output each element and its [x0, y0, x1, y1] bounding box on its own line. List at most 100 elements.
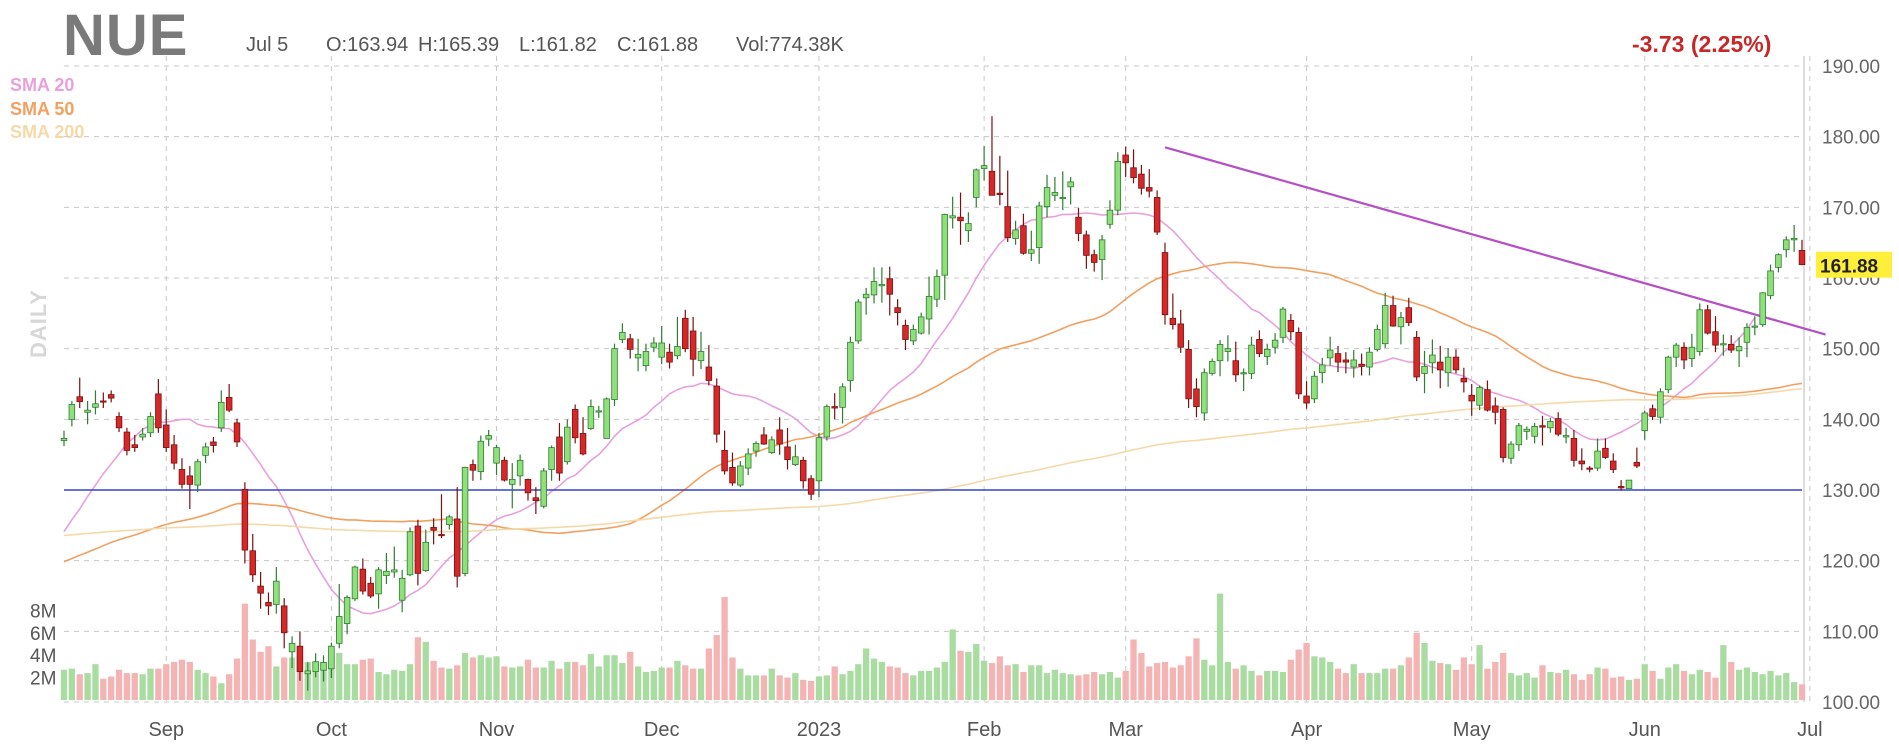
candle	[296, 631, 304, 681]
candle-body	[288, 642, 296, 653]
candle	[1767, 264, 1774, 300]
candle-body	[619, 332, 626, 340]
candle	[1295, 327, 1302, 399]
candle-body	[1169, 317, 1177, 326]
candle	[1680, 342, 1688, 370]
candle	[1437, 345, 1444, 389]
candle	[941, 213, 949, 300]
candle	[674, 316, 681, 360]
volume-bar	[1295, 649, 1302, 700]
candle-body	[1712, 331, 1719, 346]
volume-bar	[1020, 672, 1027, 700]
candle-body	[1444, 356, 1452, 374]
volume-bar	[477, 655, 484, 700]
volume-bar	[603, 655, 610, 700]
candle	[1672, 343, 1680, 368]
volume-bar	[202, 673, 209, 700]
volume-bar	[1279, 672, 1287, 700]
volume-bar	[123, 673, 131, 700]
candle-body	[1185, 348, 1192, 400]
candle-body	[941, 213, 949, 276]
candle	[855, 299, 862, 344]
candle	[682, 309, 689, 353]
candle	[359, 558, 367, 595]
candle-body	[1610, 460, 1617, 470]
candle	[1712, 316, 1719, 353]
candle	[1499, 407, 1507, 463]
volume-bar	[627, 651, 634, 700]
volume-bar	[1562, 669, 1570, 700]
candle-body	[1342, 359, 1350, 363]
candle	[186, 465, 194, 510]
candle-body	[1256, 339, 1263, 355]
candle-body	[1161, 252, 1169, 316]
volume-bar	[1531, 677, 1538, 700]
volume-bar	[1673, 664, 1680, 700]
volume-bar	[1688, 674, 1696, 700]
candle	[1444, 347, 1452, 387]
candle-body	[375, 569, 382, 595]
candle	[784, 427, 791, 470]
candle	[273, 567, 280, 614]
candle-body	[611, 348, 618, 400]
candle	[721, 430, 728, 475]
candle-body	[1586, 467, 1593, 470]
sma20-legend: SMA 20	[10, 75, 75, 95]
volume-bar	[658, 667, 665, 700]
volume-bar	[839, 674, 846, 700]
candle-body	[807, 478, 815, 495]
candle-body	[1090, 254, 1098, 263]
candle	[1515, 422, 1523, 452]
volume-bar	[556, 668, 563, 700]
candle-body	[1704, 309, 1711, 334]
volume-bar	[1185, 656, 1192, 700]
volume-bar	[328, 665, 335, 700]
volume-bar	[784, 677, 791, 700]
candle-body	[1688, 346, 1696, 359]
volume-bar	[737, 668, 744, 700]
candle	[689, 316, 697, 377]
candle	[1610, 453, 1617, 474]
volume-bar	[438, 667, 445, 700]
volume-bar	[1429, 660, 1436, 700]
volume-bar	[1043, 673, 1051, 700]
x-tick-label: Jul	[1797, 719, 1823, 741]
candle-body	[1271, 339, 1279, 348]
volume-bar	[265, 646, 272, 700]
candle-body	[320, 662, 327, 671]
volume-bar	[1051, 669, 1059, 700]
candle-body	[1775, 254, 1782, 268]
x-tick-label: Apr	[1291, 719, 1322, 741]
volume-bar	[288, 657, 296, 700]
candle-body	[697, 351, 705, 362]
volume-bar	[1004, 665, 1011, 700]
volume-bar	[226, 674, 233, 700]
candle-body	[847, 341, 854, 381]
volume-bar	[241, 603, 249, 700]
volume-bar	[257, 651, 264, 700]
volume-value: Vol:774.38K	[736, 34, 844, 56]
candle	[469, 459, 477, 481]
candle-body	[1735, 346, 1743, 352]
volume-bar	[1413, 632, 1420, 700]
candle-body	[1130, 167, 1137, 179]
candle	[1602, 438, 1609, 459]
candle	[1028, 230, 1035, 262]
volume-bar	[933, 667, 941, 700]
volume-bar	[351, 664, 359, 700]
candle	[1751, 316, 1759, 336]
candle-body	[1484, 389, 1491, 411]
candle-body	[123, 431, 131, 451]
candle	[1783, 236, 1790, 258]
x-tick-label: Jun	[1629, 719, 1661, 741]
candle	[925, 276, 933, 335]
candle-body	[100, 400, 107, 403]
candle-body	[603, 398, 610, 439]
volume-bar	[1287, 659, 1294, 700]
volume-bar	[863, 648, 870, 700]
volume-bar	[957, 650, 964, 700]
volume-bar	[1790, 682, 1798, 700]
volume-bar	[689, 668, 697, 700]
candle	[965, 212, 972, 242]
candle	[312, 653, 319, 678]
